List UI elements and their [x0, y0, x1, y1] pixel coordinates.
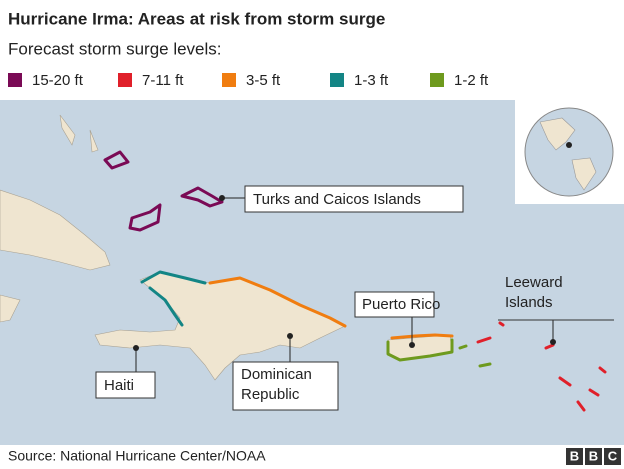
- label-box: [95, 371, 156, 399]
- place-label: Islands: [505, 294, 553, 311]
- place-label: Haiti: [104, 377, 134, 394]
- coast-3-5: [208, 276, 454, 340]
- pin: [287, 333, 293, 339]
- place-label: Leeward: [505, 274, 563, 291]
- logo-block: [566, 448, 583, 465]
- pin: [219, 195, 225, 201]
- source: Source: National Hurricane Center/NOAA: [8, 448, 266, 464]
- legend-swatch: [430, 73, 444, 87]
- place-label: Puerto Rico: [362, 296, 440, 313]
- legend-swatch: [8, 73, 22, 87]
- land-jamaica: [0, 294, 21, 323]
- subtitle: Forecast storm surge levels:: [8, 39, 222, 58]
- place-label: Republic: [241, 386, 300, 403]
- coast-7-11: [476, 321, 607, 412]
- legend-label: 15-20 ft: [32, 72, 84, 89]
- place-label: Dominican: [241, 366, 312, 383]
- inset-land: [539, 117, 597, 191]
- label-box: [244, 185, 464, 213]
- logo-letter: B: [570, 448, 579, 463]
- inset-pin: [566, 142, 572, 148]
- pin: [133, 345, 139, 351]
- coast-1-3: [140, 270, 207, 327]
- pin: [550, 339, 556, 345]
- legend-swatch: [118, 73, 132, 87]
- legend-label: 7-11 ft: [142, 72, 184, 89]
- coast-1-2: [386, 338, 492, 368]
- land-cuba: [0, 189, 111, 271]
- coast-15-20: [103, 150, 224, 232]
- title: Hurricane Irma: Areas at risk from storm…: [8, 9, 385, 28]
- label-box: [232, 361, 339, 411]
- legend-label: 3-5 ft: [246, 72, 281, 89]
- logo-block: [604, 448, 621, 465]
- logo-block: [585, 448, 602, 465]
- label-box: [354, 291, 435, 318]
- legend-swatch: [330, 73, 344, 87]
- legend: 15-20 ft 7-11 ft 3-5 ft 1-3 ft 1-2 ft: [8, 72, 489, 89]
- place-label: Turks and Caicos Islands: [253, 191, 421, 208]
- legend-swatch: [222, 73, 236, 87]
- legend-label: 1-3 ft: [354, 72, 389, 89]
- pin: [409, 342, 415, 348]
- logo-letter: B: [589, 448, 598, 463]
- legend-label: 1-2 ft: [454, 72, 489, 89]
- inset-globe: [524, 107, 614, 197]
- land-bahamas: [59, 114, 99, 153]
- logo-letter: C: [608, 448, 618, 463]
